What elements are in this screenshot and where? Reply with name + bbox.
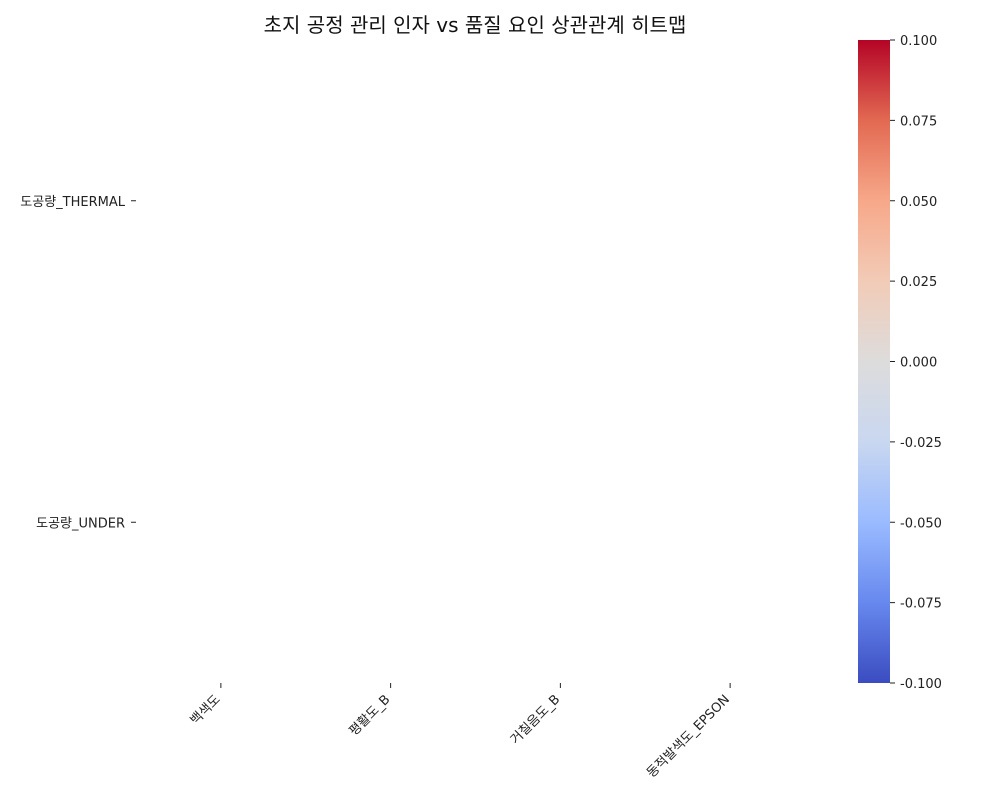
colorbar-axis: 0.100 0.075 0.050 0.025 0.000 -0.025 -0.050 -0.… xyxy=(890,34,942,692)
colorbar-tick-label: 0.025 xyxy=(900,275,937,290)
x-axis: 백색도 평활도_B 거칠음도_B 동적발색도_EPSON xyxy=(188,683,733,781)
colorbar-tick-label: 0.075 xyxy=(900,114,937,129)
x-tick-label: 동적발색도_EPSON xyxy=(644,692,733,781)
colorbar-tick-label: 0.000 xyxy=(900,356,937,371)
x-tick-label: 평활도_B xyxy=(347,692,394,739)
y-tick-label: 도공량_THERMAL xyxy=(20,195,125,210)
colorbar-tick-label: 0.050 xyxy=(900,195,937,210)
heatmap-cell xyxy=(136,362,306,684)
chart-title: 초지 공정 관리 인자 vs 품질 요인 상관관계 히트맵 xyxy=(264,13,687,37)
heatmap-cell xyxy=(306,362,476,684)
colorbar-tick-label: -0.075 xyxy=(900,597,942,612)
colorbar-tick-label: -0.100 xyxy=(900,677,942,692)
colorbar xyxy=(858,40,890,683)
y-axis: 도공량_THERMAL 도공량_UNDER xyxy=(20,195,136,531)
heatmap-cell xyxy=(645,40,815,362)
colorbar-tick-label: -0.025 xyxy=(900,436,942,451)
plot-area xyxy=(136,40,815,683)
x-tick-label: 백색도 xyxy=(188,692,224,728)
y-tick-label: 도공량_UNDER xyxy=(36,516,125,531)
colorbar-tick-label: 0.100 xyxy=(900,34,937,49)
heatmap-cell xyxy=(645,362,815,684)
colorbar-tick-label: -0.050 xyxy=(900,516,942,531)
heatmap-cell xyxy=(306,40,476,362)
heatmap-cell xyxy=(476,362,646,684)
heatmap-cell xyxy=(476,40,646,362)
x-tick-label: 거칠음도_B xyxy=(508,692,563,747)
heatmap-cell xyxy=(136,40,306,362)
